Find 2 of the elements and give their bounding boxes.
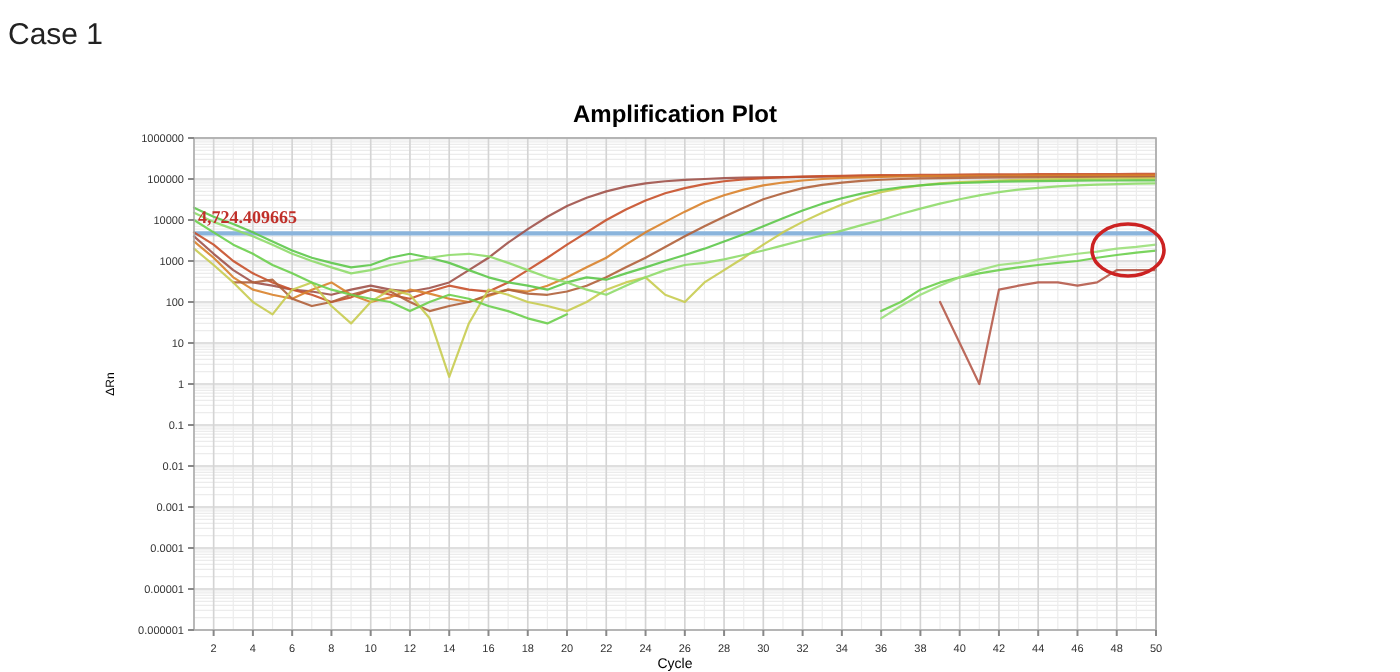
text: Case 1	[8, 18, 104, 52]
chart-title: Amplification Plot	[573, 100, 778, 128]
